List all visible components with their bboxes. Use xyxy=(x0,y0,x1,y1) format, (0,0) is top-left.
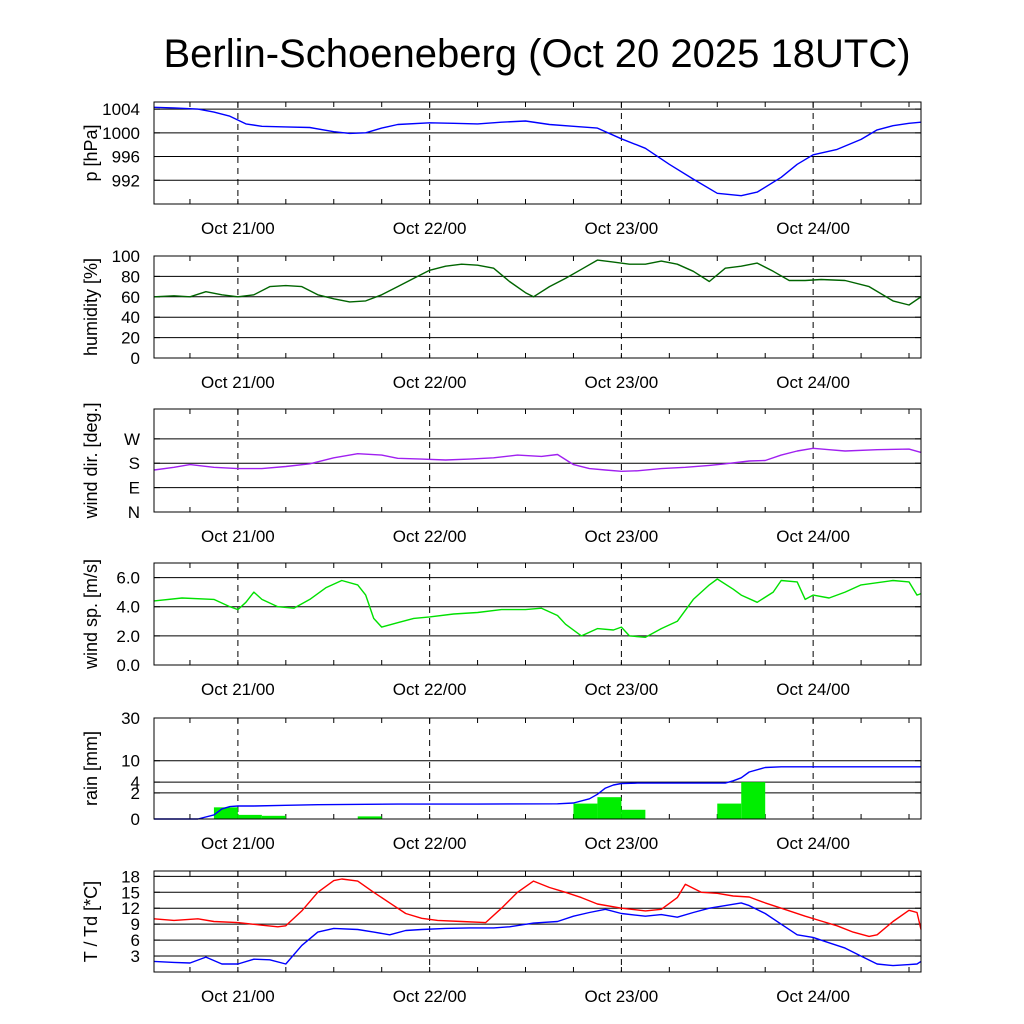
series-line-temperature-1 xyxy=(153,902,922,967)
y-tick-label: 9 xyxy=(131,915,140,934)
x-tick-label: Oct 21/00 xyxy=(201,680,275,699)
rain-bar xyxy=(717,803,742,819)
x-tick-label: Oct 23/00 xyxy=(585,527,659,546)
series-line-pressure xyxy=(153,106,922,197)
rain-bar xyxy=(597,797,622,819)
y-tick-label: 12 xyxy=(121,899,140,918)
x-tick-label: Oct 22/00 xyxy=(393,527,467,546)
x-tick-label: Oct 24/00 xyxy=(776,373,850,392)
rain-bar xyxy=(621,809,646,819)
y-tick-label: 20 xyxy=(121,329,140,348)
y-axis-label: T / Td [*C] xyxy=(81,881,101,962)
y-tick-label: 6.0 xyxy=(116,569,140,588)
y-tick-label: 0 xyxy=(131,810,140,829)
y-tick-label: 30 xyxy=(121,709,140,728)
y-tick-label: 60 xyxy=(121,288,140,307)
y-axis-label: humidity [%] xyxy=(81,258,101,356)
y-tick-label: 1000 xyxy=(102,124,140,143)
y-axis-label: rain [mm] xyxy=(81,731,101,806)
y-tick-label: 2 xyxy=(131,784,140,803)
panel-frame xyxy=(153,870,922,973)
y-tick-label: W xyxy=(124,430,140,449)
y-tick-label: S xyxy=(129,454,140,473)
x-tick-label: Oct 23/00 xyxy=(585,680,659,699)
y-tick-label: 992 xyxy=(112,171,140,190)
y-axis-label: p [hPa] xyxy=(81,124,101,181)
panel-frame xyxy=(153,101,922,205)
panel-frame xyxy=(153,562,922,666)
x-tick-label: Oct 23/00 xyxy=(585,373,659,392)
series-line-humidity xyxy=(153,259,922,306)
y-tick-label: 0.0 xyxy=(116,656,140,675)
x-tick-label: Oct 21/00 xyxy=(201,834,275,853)
y-tick-label: 2.0 xyxy=(116,627,140,646)
y-tick-label: 40 xyxy=(121,308,140,327)
x-tick-label: Oct 22/00 xyxy=(393,834,467,853)
x-tick-label: Oct 22/00 xyxy=(393,373,467,392)
rain-bar xyxy=(213,807,238,819)
x-tick-label: Oct 24/00 xyxy=(776,527,850,546)
y-axis-label: wind dir. [deg.] xyxy=(81,402,101,519)
x-tick-label: Oct 22/00 xyxy=(393,987,467,1006)
y-tick-label: E xyxy=(129,479,140,498)
x-tick-label: Oct 23/00 xyxy=(585,834,659,853)
rain-bar xyxy=(573,803,598,819)
x-tick-label: Oct 21/00 xyxy=(201,373,275,392)
panel-frame xyxy=(153,408,922,513)
y-tick-label: 1004 xyxy=(102,100,140,119)
y-tick-label: 80 xyxy=(121,267,140,286)
y-tick-label: N xyxy=(128,503,140,522)
x-tick-label: Oct 21/00 xyxy=(201,987,275,1006)
panel-frame xyxy=(153,717,922,820)
y-tick-label: 4.0 xyxy=(116,598,140,617)
x-tick-label: Oct 21/00 xyxy=(201,527,275,546)
x-tick-label: Oct 24/00 xyxy=(776,680,850,699)
x-tick-label: Oct 23/00 xyxy=(585,987,659,1006)
x-tick-label: Oct 24/00 xyxy=(776,834,850,853)
x-tick-label: Oct 21/00 xyxy=(201,219,275,238)
y-axis-label: wind sp. [m/s] xyxy=(81,559,101,670)
panel-pressure: 992 996 1000 1004 Oct 21/00 Oct 22/00 Oct 23/0… xyxy=(81,100,922,238)
rain-bar xyxy=(357,816,382,819)
series-line-temperature-0 xyxy=(153,878,922,938)
y-tick-label: 15 xyxy=(121,883,140,902)
series-line-wind-direction xyxy=(153,447,922,472)
rain-bar xyxy=(237,814,262,819)
x-tick-label: Oct 24/00 xyxy=(776,987,850,1006)
y-tick-label: 6 xyxy=(131,931,140,950)
rain-bar xyxy=(261,815,286,819)
rain-bar xyxy=(741,782,766,819)
chart-title: Berlin-Schoeneberg (Oct 20 2025 18UTC) xyxy=(163,32,910,76)
y-tick-label: 18 xyxy=(121,867,140,886)
series-line-rain xyxy=(154,766,921,820)
series-line-wind-speed xyxy=(153,578,922,638)
y-tick-label: 0 xyxy=(131,349,140,368)
panel-wind-speed: 0.0 2.0 4.0 6.0 Oct 21/00 Oct 22/00 Oct 23/00 O… xyxy=(81,559,922,699)
y-tick-label: 10 xyxy=(121,752,140,771)
x-tick-label: Oct 22/00 xyxy=(393,680,467,699)
y-tick-label: 100 xyxy=(112,247,140,266)
panel-rain: 0 24 10 30 Oct 21/00 Oct 22/00 Oct 23/00 Oct 24… xyxy=(81,709,922,853)
x-tick-label: Oct 22/00 xyxy=(393,219,467,238)
y-tick-label: 3 xyxy=(131,947,140,966)
x-tick-label: Oct 23/00 xyxy=(585,219,659,238)
y-tick-label: 4 xyxy=(131,773,140,792)
x-tick-label: Oct 24/00 xyxy=(776,219,850,238)
panel-frame xyxy=(153,255,922,359)
y-tick-label: 996 xyxy=(112,148,140,167)
